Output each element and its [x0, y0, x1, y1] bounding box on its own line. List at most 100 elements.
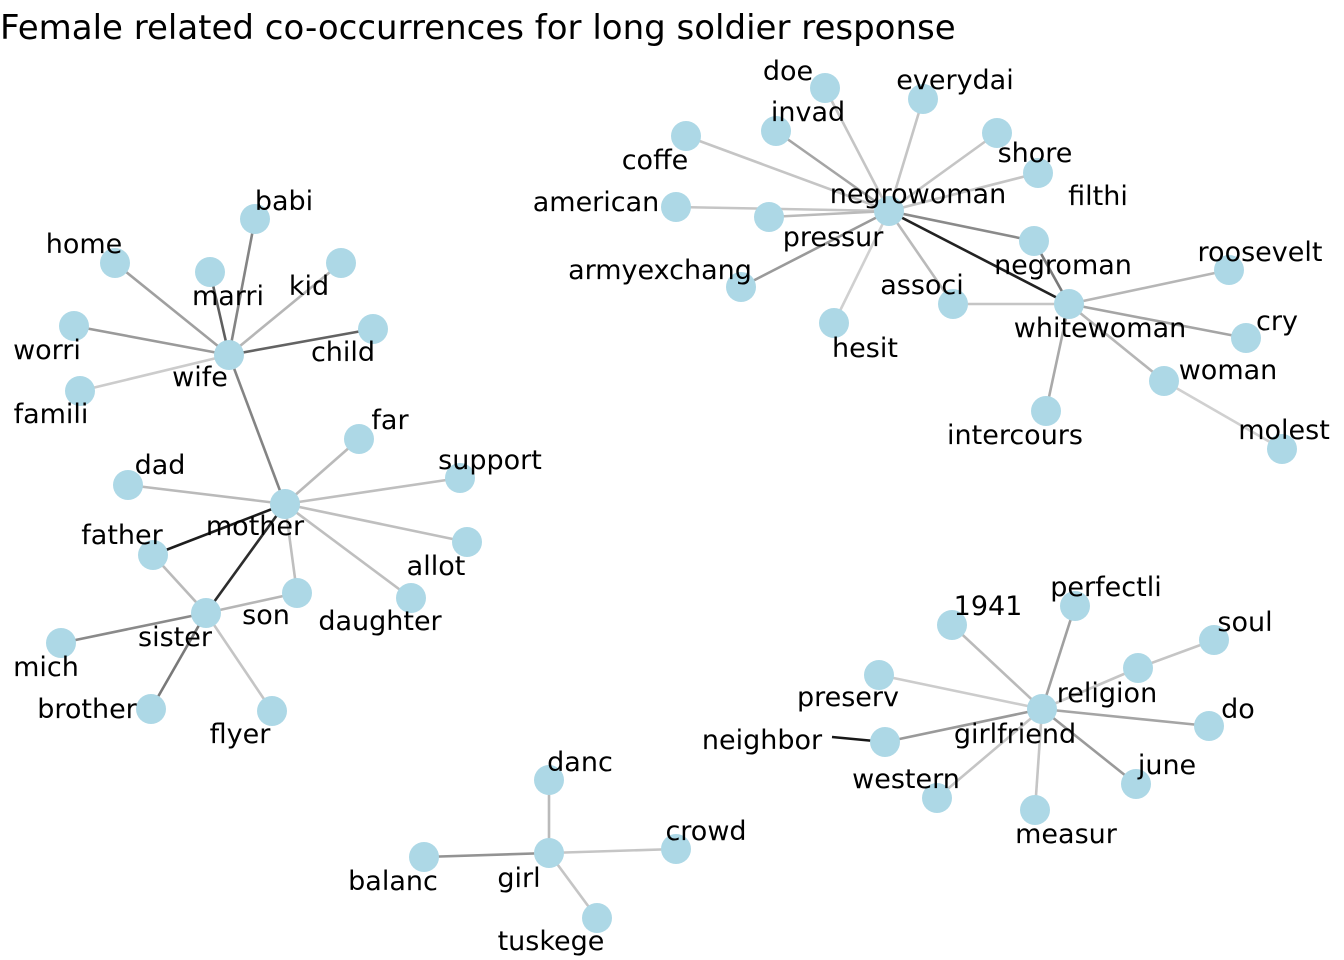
edge-sister-mich: [60, 611, 207, 645]
node-hesit: [819, 308, 849, 338]
node-label-filthi: filthi: [1068, 181, 1128, 212]
node-child: [358, 314, 388, 344]
node-label-danc: danc: [547, 747, 613, 778]
node-label-wife: wife: [172, 362, 228, 393]
node-label-intercours: intercours: [947, 420, 1083, 451]
edge-sister-son: [205, 591, 298, 615]
node-label-whitewoman: whitewoman: [1014, 313, 1186, 344]
node-label-brother: brother: [37, 694, 137, 725]
node-religion: [1123, 653, 1153, 683]
node-doe: [810, 73, 840, 103]
node-shore: [982, 118, 1012, 148]
edge-whitewoman-woman: [1068, 302, 1165, 383]
node-label-armyexchang: armyexchang: [568, 255, 752, 286]
node-brother: [136, 694, 166, 724]
node-label-marri: marri: [192, 281, 264, 312]
edge-girlfriend-1941: [951, 624, 1043, 710]
node-label-shore: shore: [998, 138, 1073, 169]
edge-girlfriend-religion: [1041, 666, 1139, 711]
node-label-cry: cry: [1256, 306, 1298, 337]
node-label-mich: mich: [13, 652, 79, 683]
edge-woman-molest: [1163, 379, 1283, 451]
node-cry: [1231, 323, 1261, 353]
edge-mother-dad: [127, 483, 286, 506]
node-preserv: [864, 660, 894, 690]
edge-mother-daughter: [284, 502, 412, 600]
edge-girlfriend-western: [936, 708, 1043, 799]
edge-girlfriend-june: [1041, 707, 1137, 786]
edge-girl-balanc: [423, 851, 550, 859]
node-label-far: far: [371, 405, 409, 436]
edge-wife-home: [114, 261, 230, 357]
edge-wife-worri: [73, 324, 230, 357]
node-dad: [113, 470, 143, 500]
node-label-father: father: [81, 520, 163, 551]
node-label-son: son: [242, 600, 290, 631]
edge-girlfriend-perfectli: [1040, 605, 1077, 710]
node-armyexchang: [726, 272, 756, 302]
node-flyer: [257, 696, 287, 726]
node-label-child: child: [311, 337, 375, 368]
node-label-mother: mother: [206, 511, 305, 542]
node-woman: [1149, 366, 1179, 396]
node-whitewoman: [1054, 289, 1084, 319]
node-coffe: [671, 121, 701, 151]
node-label-preserv: preserv: [797, 682, 899, 713]
node-home: [100, 248, 130, 278]
node-label-woman: woman: [1179, 355, 1278, 386]
node-kid: [326, 248, 356, 278]
node-mich: [46, 628, 76, 658]
node-wife: [214, 340, 244, 370]
node-negroman: [1019, 226, 1049, 256]
edge-negrowoman-doe: [823, 87, 891, 212]
node-label-daughter: daughter: [318, 606, 442, 637]
node-label-dad: dad: [135, 450, 186, 481]
edge-mother-support: [284, 476, 461, 506]
node-layer: [46, 73, 1297, 933]
node-girlfriend: [1027, 694, 1057, 724]
node-label-crowd: crowd: [665, 816, 746, 847]
node-babi: [240, 204, 270, 234]
node-label-doe: doe: [763, 56, 813, 87]
node-label-girlfriend: girlfriend: [954, 719, 1076, 750]
node-label-western: western: [852, 764, 960, 795]
edge-girlfriend-neighbor: [884, 707, 1043, 744]
node-label-worri: worri: [13, 335, 81, 366]
node-label-do: do: [1221, 694, 1255, 725]
edge-negrowoman-filthi: [888, 171, 1039, 213]
node-soul: [1199, 625, 1229, 655]
node-label-coffe: coffe: [622, 145, 689, 176]
node-danc: [534, 765, 564, 795]
node-famili: [65, 376, 95, 406]
node-measur: [1020, 795, 1050, 825]
node-worri: [59, 311, 89, 341]
node-roosevelt: [1214, 255, 1244, 285]
edge-negrowoman-everydai: [887, 98, 925, 212]
node-allot: [452, 527, 482, 557]
edge-wife-babi: [227, 218, 257, 356]
edge-negrowoman-armyexchang: [740, 209, 890, 289]
edge-sister-brother: [149, 612, 208, 710]
label-layer: wife babi home marri kid worri child famili moth…: [13, 56, 1330, 957]
node-label-everydai: everydai: [896, 65, 1013, 96]
node-label-american: american: [533, 187, 660, 218]
node-filthi: [1023, 158, 1053, 188]
node-label-flyer: flyer: [210, 719, 272, 750]
node-label-measur: measur: [1015, 819, 1118, 850]
node-label-babi: babi: [255, 186, 313, 217]
edge-whitewoman-roosevelt: [1068, 268, 1230, 306]
node-support: [445, 463, 475, 493]
node-label-perfectli: perfectli: [1050, 572, 1161, 603]
edge-wife-mother: [227, 354, 287, 505]
node-girl: [534, 838, 564, 868]
node-father: [138, 540, 168, 570]
node-everydai: [908, 84, 938, 114]
node-label-girl: girl: [497, 863, 540, 894]
node-label-sister: sister: [138, 622, 213, 653]
edge-negrowoman-invad: [775, 129, 890, 213]
node-crowd: [661, 834, 691, 864]
edge-girl-crowd: [548, 847, 677, 855]
node-label-neighbor: neighbor: [702, 725, 823, 756]
node-label-negroman: negroman: [994, 250, 1132, 281]
edge-wife-famili: [79, 353, 230, 393]
